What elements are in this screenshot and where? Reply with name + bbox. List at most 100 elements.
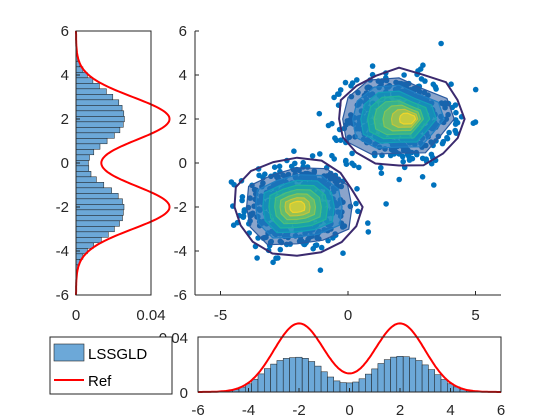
x-marginal-x-tick-label: -2 — [292, 402, 305, 419]
scatter-point — [300, 159, 307, 166]
scatter-y-tick-label: 2 — [179, 111, 187, 128]
y-marginal-bar — [75, 171, 92, 178]
y-marginal-bar — [75, 187, 112, 194]
scatter-point — [354, 186, 360, 192]
scatter-point — [419, 155, 426, 162]
x-marginal-bar — [327, 376, 334, 393]
scatter-point — [353, 200, 359, 207]
scatter-point — [470, 120, 477, 126]
y-marginal-bar — [75, 198, 123, 205]
scatter-point — [453, 130, 460, 136]
x-marginal-x-tick-label: -4 — [242, 402, 255, 419]
x-marginal-x-tick-label: -6 — [191, 402, 204, 419]
scatter-point — [256, 172, 262, 179]
x-marginal-bar — [383, 359, 391, 393]
scatter-point — [331, 156, 338, 162]
x-marginal-bar — [251, 378, 259, 393]
scatter-point — [239, 194, 246, 200]
y-marginal-bar — [75, 83, 100, 90]
scatter-point — [440, 138, 447, 145]
scatter-point — [365, 220, 371, 226]
scatter-point — [428, 151, 435, 158]
scatter-point — [453, 109, 459, 116]
scatter-point — [401, 72, 407, 78]
y-marginal-bar — [75, 149, 95, 156]
contour-level — [398, 112, 417, 125]
scatter-point — [291, 148, 297, 154]
scatter-point — [318, 244, 325, 251]
y-marginal-bar — [75, 88, 107, 95]
x-marginal-ref-curve — [198, 322, 501, 393]
scatter-point — [418, 76, 425, 82]
scatter-x-tick-label: 0 — [344, 307, 352, 324]
scatter-contours — [245, 77, 455, 246]
y-marginal-y-tick-label: -2 — [56, 199, 69, 216]
y-marginal-bar — [75, 99, 120, 106]
scatter-y-tick-label: -2 — [174, 199, 187, 216]
y-marginal-y-tick-label: -6 — [56, 287, 69, 304]
scatter-point — [254, 255, 260, 261]
x-marginal-ticks: -6 -4 -2 0 2 4 600.04 — [159, 330, 505, 419]
x-marginal-bar — [421, 364, 429, 393]
scatter-point — [349, 150, 355, 157]
y-marginal-bar — [75, 182, 105, 189]
scatter-point — [338, 137, 344, 143]
scatter-point — [240, 213, 247, 219]
legend-swatch-lssgld — [53, 343, 85, 362]
scatter-x-tick-label: 5 — [471, 307, 479, 324]
scatter-axes: -5 0 5 -6 -4 -2 0 2 4 6 — [174, 23, 501, 324]
scatter-point — [356, 164, 362, 171]
scatter-point — [355, 208, 361, 215]
scatter-point — [348, 83, 354, 89]
scatter-point — [444, 135, 451, 142]
scatter-point — [452, 102, 459, 108]
y-marginal-bar — [75, 116, 125, 123]
scatter-point — [399, 153, 406, 160]
x-marginal-bar — [377, 363, 385, 393]
scatter-y-tick-label: 4 — [179, 67, 187, 84]
y-marginal-x-tick-label: 0 — [72, 307, 80, 324]
legend: LSSGLD Ref — [49, 336, 173, 395]
x-marginal-x-tick-label: 6 — [497, 402, 505, 419]
y-marginal-bar — [75, 215, 123, 222]
scatter-point — [472, 86, 479, 93]
x-marginal-bar — [308, 361, 316, 393]
scatter-point — [454, 119, 461, 126]
x-marginal-bars — [226, 356, 473, 393]
y-marginal-ticks: -6 -4 -2 0 2 4 6 0 0.04 — [56, 23, 166, 324]
y-marginal-bar — [75, 226, 115, 233]
y-marginal-bar — [75, 242, 94, 249]
x-marginal-bar — [434, 374, 442, 393]
x-marginal-bar — [428, 369, 435, 393]
x-marginal-bar — [371, 368, 379, 393]
y-marginal-bar — [75, 193, 119, 200]
y-marginal-bar — [75, 165, 90, 172]
scatter-point — [333, 137, 340, 144]
x-marginal-bar — [276, 360, 284, 393]
y-marginal-bar — [75, 204, 125, 211]
y-marginal-y-tick-label: 4 — [61, 67, 69, 84]
y-marginal-bar — [75, 176, 97, 183]
y-marginal-y-tick-label: 2 — [61, 111, 69, 128]
scatter-point — [317, 267, 324, 274]
y-marginal-x-tick-label: 0.04 — [136, 307, 165, 324]
x-marginal-bar — [264, 368, 271, 393]
scatter-y-tick-label: 0 — [179, 155, 187, 172]
scatter-point — [313, 242, 320, 248]
scatter-point — [271, 164, 278, 170]
scatter-point — [396, 176, 403, 183]
x-marginal-bar — [257, 373, 265, 393]
y-marginal-bar — [75, 220, 120, 227]
y-marginal-bar — [75, 94, 114, 101]
scatter-point — [277, 246, 284, 253]
scatter-y-tick-label: -6 — [174, 287, 187, 304]
y-marginal-bar — [75, 77, 94, 84]
x-marginal-y-tick-label: 0 — [180, 385, 188, 402]
y-marginal-y-tick-label: 0 — [61, 155, 69, 172]
scatter-point — [430, 81, 437, 88]
x-marginal-bar — [333, 380, 341, 393]
contour-level — [289, 200, 306, 214]
scatter-point — [342, 158, 349, 165]
scatter-point — [420, 62, 426, 68]
x-marginal-bar — [365, 373, 372, 393]
